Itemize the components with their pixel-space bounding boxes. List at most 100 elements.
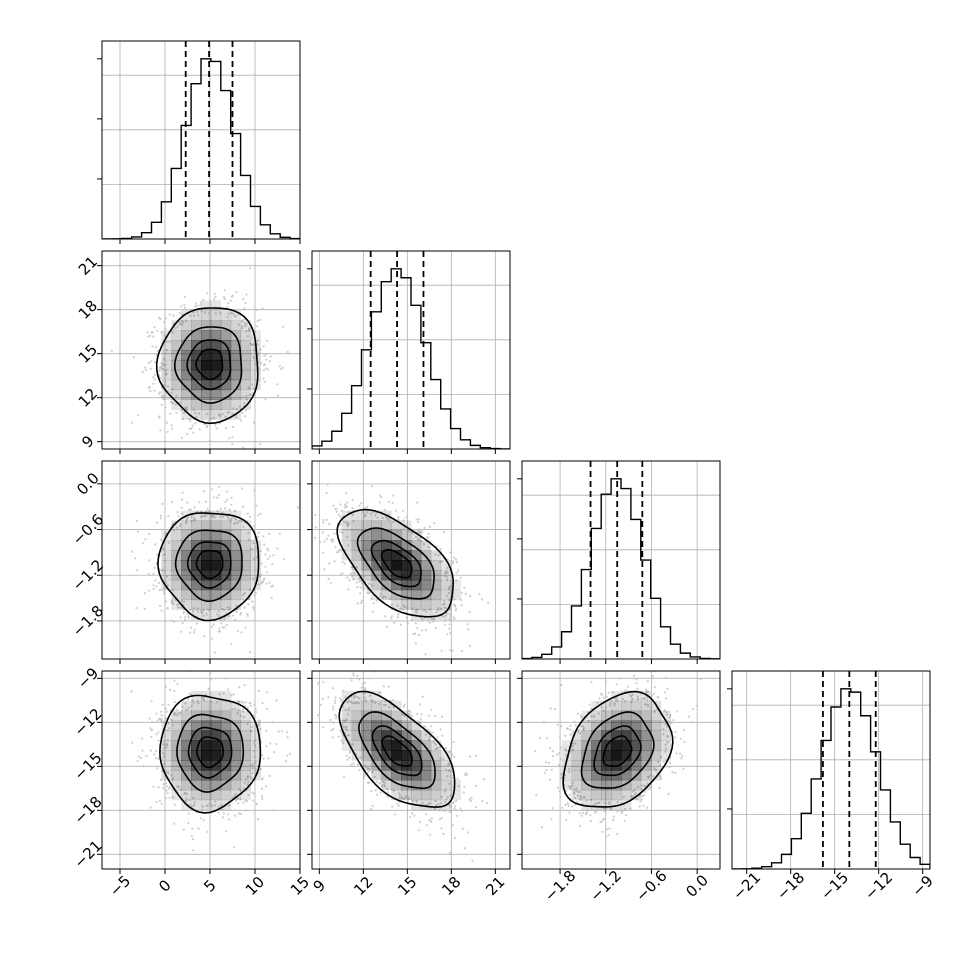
scatter-panel-3-2-point <box>571 745 574 748</box>
scatter-panel-2-0-point <box>257 531 260 534</box>
scatter-panel-1-0-density-cell <box>201 330 212 341</box>
scatter-panel-3-1-density-cell <box>381 700 392 712</box>
scatter-panel-3-2-point <box>578 812 581 815</box>
scatter-panel-2-0-density-cell <box>181 589 192 601</box>
scatter-panel-3-1-point <box>425 813 428 816</box>
scatter-panel-3-0-point <box>249 704 253 707</box>
scatter-panel-1-0-point <box>227 312 230 315</box>
scatter-panel-2-0-point <box>153 566 156 569</box>
scatter-panel-2-0-point <box>204 500 208 503</box>
scatter-panel-2-1-point <box>406 622 409 625</box>
scatter-panel-2-0-density-cell <box>181 520 192 531</box>
scatter-panel-1-0-density-cell <box>220 409 232 420</box>
scatter-panel-2-1-point <box>449 631 452 635</box>
scatter-panel-3-2-point <box>629 695 632 698</box>
scatter-panel-3-1-point <box>463 785 466 789</box>
scatter-panel-2-1-point <box>435 611 438 614</box>
scatter-panel-1-0-density-cell <box>161 389 172 400</box>
scatter-panel-3-2-point <box>645 806 649 809</box>
scatter-panel-2-1-contour <box>356 527 435 600</box>
scatter-panel-3-2-point <box>589 798 592 802</box>
scatter-panel-3-0-point <box>190 835 193 838</box>
scatter-panel-2-0-density-cell <box>201 560 212 571</box>
scatter-panel-3-0-point <box>254 711 258 714</box>
scatter-panel-1-0-point <box>256 325 259 328</box>
scatter-panel-3-1-density-cell <box>420 799 432 811</box>
scatter-panel-3-0-point <box>149 727 152 730</box>
scatter-panel-3-2-xtick-label: 0.0 <box>682 871 712 901</box>
scatter-panel-2-1-point <box>453 598 456 601</box>
scatter-panel-1-0-point <box>241 318 244 321</box>
scatter-panel-1-0-point <box>196 310 199 313</box>
scatter-panel-2-1-density-cell <box>371 560 382 571</box>
scatter-panel-1-0-density-cell <box>201 350 212 361</box>
scatter-panel-3-1-point <box>357 696 360 699</box>
scatter-panel-1-0-point <box>256 319 259 323</box>
scatter-panel-3-0-point <box>253 755 256 758</box>
scatter-panel-3-0-point <box>197 702 200 705</box>
scatter-panel-3-0-density-cell <box>220 760 232 771</box>
scatter-panel-2-0-point <box>270 597 273 600</box>
scatter-panel-2-1-point <box>460 604 463 607</box>
scatter-panel-1-0-point <box>153 378 156 381</box>
scatter-panel-1-0-point <box>213 298 216 301</box>
scatter-panel-3-1-point <box>331 736 335 739</box>
scatter-panel-2-0-point <box>179 616 182 619</box>
scatter-panel-3-1-density-cell <box>361 740 372 751</box>
scatter-panel-3-1-point <box>410 715 414 718</box>
scatter-panel-3-2-point <box>657 696 660 699</box>
scatter-panel-2-1-point <box>345 492 348 495</box>
scatter-panel-3-0-point <box>156 720 159 723</box>
scatter-panel-3-2-point <box>578 824 582 828</box>
scatter-panel-3-2-density-cell <box>561 740 572 751</box>
scatter-panel-3-0-point <box>165 710 169 713</box>
scatter-panel-3-0-density-cell <box>181 700 192 712</box>
scatter-panel-2-1-point <box>348 579 351 582</box>
scatter-panel-3-1-density-cell <box>371 740 382 751</box>
scatter-panel-1-0-point <box>248 393 251 396</box>
scatter-panel-1-0-point <box>241 396 244 399</box>
scatter-panel-2-1-point <box>375 599 378 602</box>
scatter-panel-3-0-point <box>160 802 163 806</box>
scatter-panel-3-1-density-cell <box>361 750 372 761</box>
scatter-panel-1-0-point <box>151 345 154 348</box>
scatter-panel-3-2-point <box>556 753 559 756</box>
scatter-panel-1-0-point <box>178 311 182 315</box>
scatter-panel-3-2-point <box>641 795 644 798</box>
scatter-panel-2-0-point <box>249 651 252 654</box>
scatter-panel-1-0-point <box>199 304 202 307</box>
scatter-panel-3-2-point <box>608 704 611 707</box>
scatter-panel-1-0-point <box>208 312 211 315</box>
scatter-panel-3-1-density-cell <box>401 789 412 801</box>
scatter-panel-2-0-point <box>278 532 281 535</box>
scatter-panel-3-1-point <box>334 717 338 720</box>
scatter-panel-2-0-point <box>196 610 200 613</box>
hist-panel-0-histogram <box>102 58 300 239</box>
scatter-panel-2-1-density-cell <box>391 579 402 591</box>
scatter-panel-3-0-point <box>268 774 271 778</box>
scatter-panel-1-0-density-cell <box>210 300 222 311</box>
scatter-panel-2-0-point <box>200 610 203 613</box>
scatter-panel-2-0-point <box>181 491 184 494</box>
scatter-panel-2-1-density-cell <box>450 579 461 591</box>
scatter-panel-1-0-point <box>159 376 162 380</box>
scatter-panel-2-1-point <box>396 616 399 619</box>
scatter-panel-1-0-point <box>262 369 265 372</box>
scatter-panel-1-0-point <box>159 366 162 370</box>
scatter-panel-3-0-point <box>165 785 169 788</box>
scatter-panel-3-0-point <box>161 703 164 706</box>
scatter-panel-3-0-point <box>176 683 179 686</box>
scatter-panel-3-1-point <box>352 672 355 675</box>
scatter-panel-2-1-point <box>402 509 405 512</box>
scatter-panel-1-0-density-cell <box>250 359 261 371</box>
scatter-panel-2-0-point <box>187 615 190 618</box>
scatter-panel-2-1-density-cell <box>430 560 442 571</box>
scatter-panel-3-1-density-cell <box>341 720 353 731</box>
scatter-panel-1-0-point <box>181 417 185 420</box>
scatter-panel-2-1-point <box>452 556 456 559</box>
scatter-panel-3-2-xtick-label: −1.2 <box>587 867 625 905</box>
scatter-panel-3-1-density-cell <box>351 740 362 751</box>
scatter-panel-3-2-density-cell <box>640 750 652 761</box>
scatter-panel-2-0-density-cell <box>230 530 242 541</box>
scatter-panel-3-0-point <box>228 804 231 807</box>
